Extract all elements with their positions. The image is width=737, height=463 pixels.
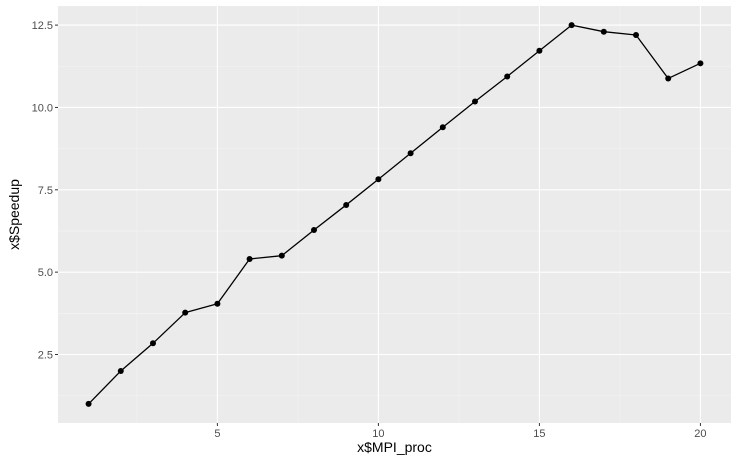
data-point — [697, 60, 704, 67]
data-point — [407, 150, 414, 157]
y-axis-title: x$Speedup — [6, 179, 22, 250]
y-tick-label: 7.5 — [38, 185, 53, 197]
data-point — [536, 47, 543, 54]
x-tick-label: 5 — [214, 428, 220, 440]
series-layer — [85, 22, 704, 407]
data-point — [504, 73, 511, 80]
axes: 5 10 15 20 2.5 5.0 7.5 10.0 12.5 — [32, 20, 707, 440]
data-point — [246, 255, 253, 262]
data-point — [665, 75, 672, 82]
data-point — [310, 226, 317, 233]
y-tick-label: 5.0 — [38, 267, 53, 279]
x-tick-label: 20 — [694, 428, 706, 440]
data-point — [568, 22, 575, 29]
data-point — [214, 300, 221, 307]
data-point — [85, 400, 92, 407]
data-point — [600, 28, 607, 35]
data-point — [472, 98, 479, 105]
data-point — [439, 124, 446, 131]
x-tick-label: 10 — [372, 428, 384, 440]
y-tick-label: 2.5 — [38, 349, 53, 361]
data-point — [278, 252, 285, 259]
y-tick-label: 10.0 — [32, 102, 53, 114]
x-axis-title: x$MPI_proc — [357, 439, 432, 455]
major-gridlines — [58, 6, 731, 423]
data-point — [633, 31, 640, 38]
plot-panel — [58, 6, 731, 423]
data-point — [117, 367, 124, 374]
x-tick-label: 15 — [533, 428, 545, 440]
data-point — [343, 201, 350, 208]
y-tick-label: 12.5 — [32, 20, 53, 32]
data-point — [149, 340, 156, 347]
data-point — [375, 176, 382, 183]
speedup-line — [88, 24, 701, 405]
minor-gridlines — [58, 6, 731, 423]
data-point — [182, 309, 189, 316]
